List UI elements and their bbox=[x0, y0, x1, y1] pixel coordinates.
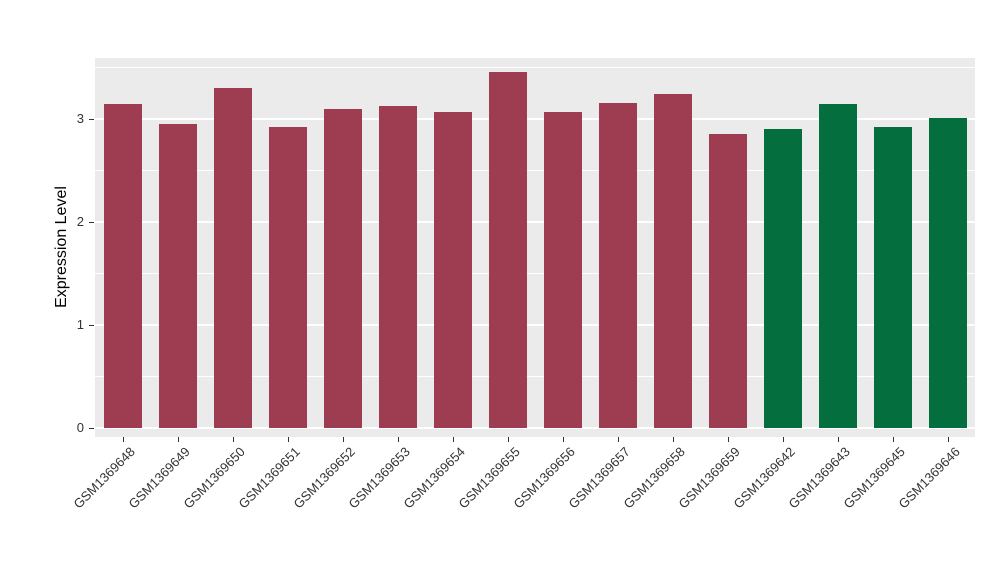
bar bbox=[378, 105, 417, 428]
x-tick bbox=[287, 437, 289, 442]
plot-panel bbox=[95, 58, 975, 437]
x-tick bbox=[562, 437, 564, 442]
x-tick bbox=[837, 437, 839, 442]
x-tick bbox=[727, 437, 729, 442]
bar bbox=[598, 102, 637, 428]
bar bbox=[433, 111, 472, 428]
bar bbox=[873, 127, 912, 428]
minor-gridline bbox=[95, 170, 975, 171]
y-tick bbox=[89, 119, 94, 120]
x-tick bbox=[397, 437, 399, 442]
x-tick bbox=[122, 437, 124, 442]
bar bbox=[708, 134, 747, 428]
major-gridline bbox=[95, 118, 975, 120]
major-gridline bbox=[95, 324, 975, 326]
bar bbox=[268, 127, 307, 428]
bar bbox=[158, 124, 197, 428]
minor-gridline bbox=[95, 273, 975, 274]
y-axis-title: Expression Level bbox=[53, 186, 70, 308]
y-tick bbox=[89, 222, 94, 223]
x-tick bbox=[947, 437, 949, 442]
x-tick bbox=[892, 437, 894, 442]
bar bbox=[653, 94, 692, 428]
y-tick-label: 0 bbox=[76, 420, 84, 435]
y-tick bbox=[89, 428, 94, 429]
x-tick bbox=[617, 437, 619, 442]
y-tick-label: 3 bbox=[76, 111, 84, 126]
x-tick bbox=[672, 437, 674, 442]
major-gridline bbox=[95, 221, 975, 223]
minor-gridline bbox=[95, 376, 975, 377]
minor-gridline bbox=[95, 67, 975, 68]
bar bbox=[213, 88, 252, 428]
x-tick bbox=[507, 437, 509, 442]
x-tick bbox=[232, 437, 234, 442]
y-tick-label: 2 bbox=[76, 214, 84, 229]
bar bbox=[488, 71, 527, 428]
bar bbox=[323, 108, 362, 428]
bar bbox=[543, 111, 582, 428]
x-tick bbox=[452, 437, 454, 442]
bar bbox=[103, 103, 142, 428]
y-tick bbox=[89, 325, 94, 326]
bar bbox=[818, 103, 857, 428]
bar bbox=[763, 129, 802, 428]
x-tick bbox=[177, 437, 179, 442]
x-tick bbox=[782, 437, 784, 442]
bar bbox=[928, 117, 967, 428]
x-tick bbox=[342, 437, 344, 442]
major-gridline bbox=[95, 427, 975, 429]
y-tick-label: 1 bbox=[76, 317, 84, 332]
